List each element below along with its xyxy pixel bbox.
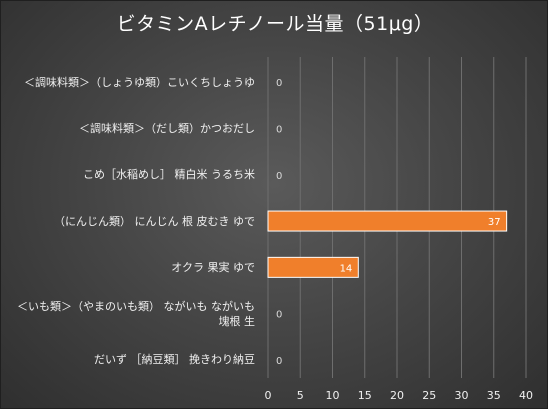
category-label: ＜調味料類＞（しょうゆ類）こいくちしょうゆ <box>24 75 255 89</box>
category-label: オクラ 果実 ゆで <box>171 260 255 274</box>
data-label: 0 <box>276 310 282 321</box>
chart-title: ビタミンAレチノール当量（51μg） <box>116 13 434 35</box>
x-tick-label: 0 <box>265 389 272 402</box>
data-label: 0 <box>276 171 282 182</box>
category-label: （にんじん類） にんじん 根 皮むき ゆで <box>54 214 255 228</box>
category-label: ＜いも類＞（やまのいも類） ながいも ながいも 塊根 生 <box>17 299 255 328</box>
x-tick-label: 10 <box>326 389 340 402</box>
data-label: 0 <box>276 78 282 89</box>
bar <box>267 256 359 278</box>
data-label: 14 <box>340 263 353 274</box>
category-label: ＜調味料類＞（だし類）かつおだし <box>79 121 255 135</box>
x-tick-label: 30 <box>455 389 469 402</box>
data-label: 0 <box>276 124 282 135</box>
category-label: こめ［水稲めし］ 精白米 うるち米 <box>83 168 255 182</box>
x-tick-label: 25 <box>422 389 436 402</box>
x-tick-label: 5 <box>297 389 304 402</box>
x-tick-label: 35 <box>487 389 501 402</box>
data-label: 0 <box>276 356 282 367</box>
x-tick-label: 20 <box>390 389 404 402</box>
bar <box>267 210 508 232</box>
data-label: 37 <box>488 217 501 228</box>
x-tick-label: 40 <box>519 389 533 402</box>
category-label: だいず ［納豆類］ 挽きわり納豆 <box>94 353 255 367</box>
x-tick-label: 15 <box>358 389 372 402</box>
